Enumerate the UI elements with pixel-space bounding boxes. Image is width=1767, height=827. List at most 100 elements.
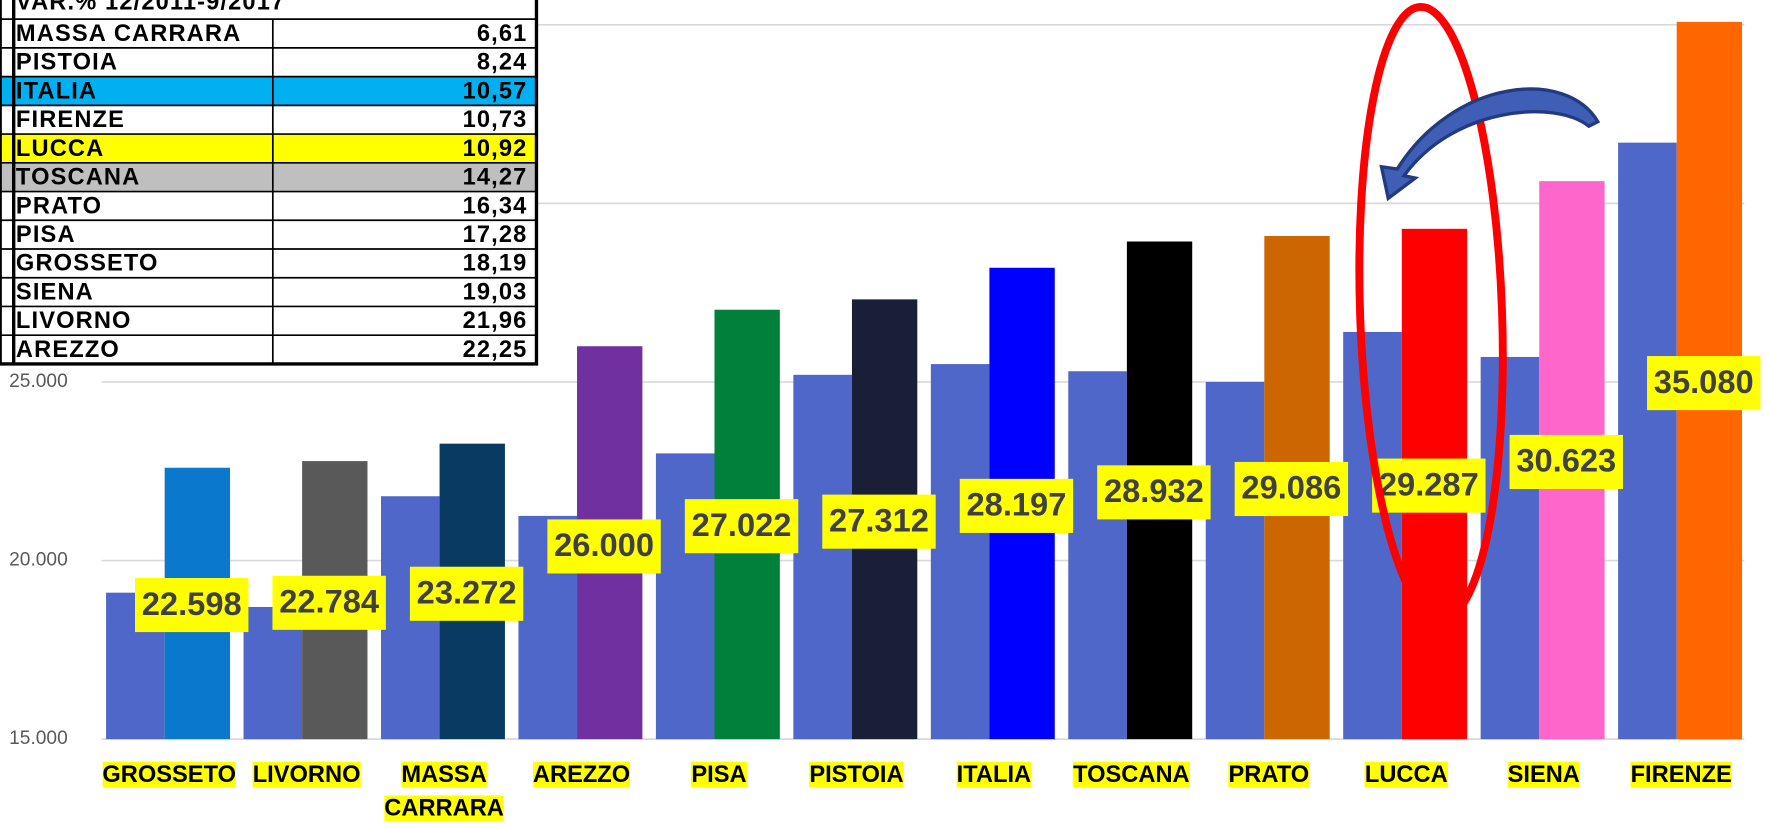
y-tick-label: 25.000: [9, 371, 68, 392]
x-tick-label: LUCCA: [1364, 761, 1448, 788]
row-name: PRATO: [16, 193, 102, 219]
data-label: 23.272: [417, 574, 517, 611]
row-highlight: [0, 134, 537, 163]
bar: [655, 453, 715, 740]
row-value: 21,96: [463, 308, 528, 334]
table-border: [0, 0, 539, 366]
data-label: 26.000: [554, 526, 654, 563]
arrow: [1379, 87, 1601, 202]
bar: [1618, 142, 1677, 740]
data-label-bg: [1509, 434, 1623, 489]
x-tick-label: LIVORNO: [252, 761, 361, 788]
x-tick-label-box: PISA: [645, 758, 794, 792]
x-tick-label-wrap: LUCCA: [1332, 758, 1481, 792]
x-tick-label: AREZZO: [532, 761, 631, 788]
bar: [1068, 371, 1127, 740]
row-highlight: [0, 162, 537, 192]
row-name: PISTOIA: [16, 50, 118, 76]
highlight-ellipse: [1355, 2, 1507, 624]
row-name: FIRENZE: [16, 107, 125, 133]
data-label-bg: [547, 519, 661, 574]
row-name: MASSA CARRARA: [16, 21, 241, 47]
x-tick-label: SIENA: [1507, 761, 1580, 788]
row-name: LIVORNO: [16, 308, 132, 334]
row-value: 8,24: [477, 50, 528, 76]
data-label-bg: [959, 478, 1074, 533]
row-value: 10,57: [463, 78, 528, 104]
data-label: 28.197: [967, 486, 1067, 523]
x-tick-label: ITALIA: [956, 761, 1032, 788]
x-tick-label-wrap: SIENA: [1469, 758, 1618, 792]
row-value: 16,34: [463, 193, 528, 219]
x-tick-label-box: GROSSETO: [95, 758, 244, 792]
x-tick-label-box: ITALIA: [920, 758, 1069, 792]
bar: [930, 364, 990, 740]
data-label: 35.080: [1654, 363, 1754, 400]
data-label-bg: [684, 499, 799, 554]
data-label-bg: [1372, 458, 1486, 513]
data-label: 28.932: [1104, 472, 1204, 509]
data-label: 29.287: [1379, 465, 1479, 502]
row-name: LUCCA: [16, 136, 104, 162]
x-tick-label-wrap: MASSA CARRARA: [370, 758, 519, 826]
data-label-bg: [409, 566, 524, 621]
x-tick-label-wrap: PISTOIA: [782, 758, 931, 792]
data-label: 29.086: [1241, 469, 1341, 506]
y-tick-label: 20.000: [9, 550, 68, 571]
x-tick-label-wrap: LIVORNO: [232, 758, 381, 792]
x-tick-label: FIRENZE: [1630, 761, 1732, 788]
bar: [1480, 356, 1540, 740]
x-tick-label-wrap: GROSSETO: [95, 758, 244, 792]
data-label-bg: [1234, 461, 1349, 517]
x-tick-label-wrap: PRATO: [1194, 758, 1343, 792]
x-tick-label-box: LIVORNO: [232, 758, 381, 792]
x-tick-label: TOSCANA: [1073, 761, 1190, 788]
data-label-bg: [134, 577, 249, 633]
table-title: VAR.% 12/2011-9/2017: [16, 0, 285, 16]
x-tick-label-box: TOSCANA: [1057, 758, 1206, 792]
row-value: 22,25: [463, 337, 528, 363]
x-tick-label-box: PRATO: [1194, 758, 1343, 792]
x-tick-label-box: SIENA: [1469, 758, 1618, 792]
x-tick-label-wrap: TOSCANA: [1057, 758, 1206, 792]
data-label: 22.598: [142, 585, 242, 622]
row-name: TOSCANA: [16, 165, 140, 191]
row-value: 10,73: [463, 107, 528, 133]
x-tick-label-box: FIRENZE: [1607, 758, 1756, 792]
data-label: 27.022: [692, 506, 792, 543]
x-tick-label-wrap: AREZZO: [507, 758, 656, 792]
y-tick-label: 15.000: [9, 728, 68, 749]
x-tick-label-wrap: FIRENZE: [1607, 758, 1756, 792]
x-tick-label-wrap: PISA: [645, 758, 794, 792]
data-label-bg: [1647, 356, 1761, 411]
row-name: ITALIA: [16, 78, 97, 104]
row-value: 10,92: [463, 136, 528, 162]
row-name: SIENA: [16, 279, 94, 305]
row-value: 6,61: [477, 21, 528, 47]
data-label-bg: [822, 494, 936, 549]
x-tick-label: GROSSETO: [102, 761, 236, 788]
x-tick-label-box: PISTOIA: [782, 758, 931, 792]
data-label-bg: [272, 575, 386, 630]
bar: [793, 374, 852, 740]
x-tick-label-box: MASSA CARRARA: [370, 758, 519, 826]
row-value: 18,19: [463, 251, 528, 277]
x-tick-label: PISTOIA: [809, 761, 904, 788]
row-name: PISA: [16, 222, 76, 248]
x-tick-label: PISA: [691, 761, 747, 788]
data-label-bg: [1097, 465, 1211, 520]
data-labels: 22.598 22.784 23.272 26.000 27.022 27.312 28.1…: [134, 356, 1761, 633]
x-tick-label: PRATO: [1228, 761, 1310, 788]
row-name: GROSSETO: [16, 251, 159, 277]
x-tick-label-wrap: ITALIA: [920, 758, 1069, 792]
row-value: 17,28: [463, 222, 528, 248]
data-label: 30.623: [1516, 442, 1616, 479]
x-tick-label: MASSA CARRARA: [384, 761, 504, 822]
row-highlight: [0, 76, 537, 106]
row-name: AREZZO: [16, 337, 120, 363]
x-tick-label-box: LUCCA: [1332, 758, 1481, 792]
data-label: 22.784: [279, 583, 379, 620]
row-value: 14,27: [463, 165, 528, 191]
bar: [1205, 381, 1265, 740]
x-tick-label-box: AREZZO: [507, 758, 656, 792]
